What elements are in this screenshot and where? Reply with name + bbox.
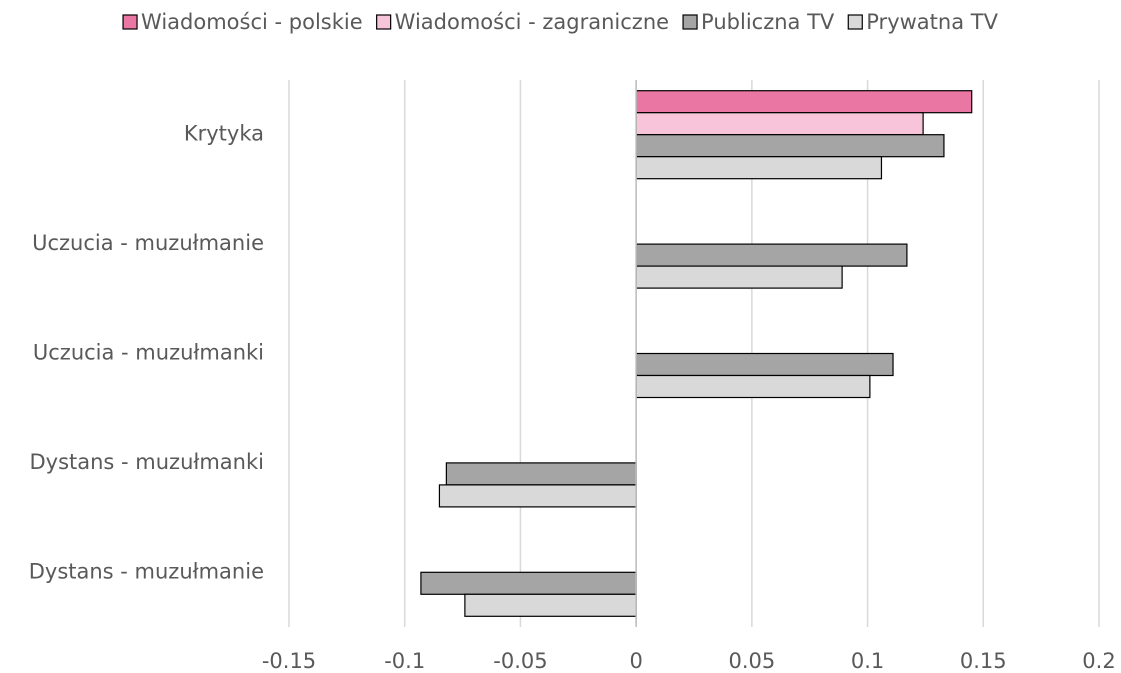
legend-label: Wiadomości - polskie [141,10,363,34]
bar [635,265,843,289]
y-tick-label: Krytyka [184,122,264,146]
x-tick-label: 0.2 [1082,649,1115,673]
legend-swatch [122,14,138,30]
bar [635,156,883,180]
x-tick-label: 0 [629,649,642,673]
y-tick-label: Uczucia - muzułmanki [33,341,264,365]
y-tick-label: Dystans - muzułmanki [29,450,264,474]
bar [635,374,871,399]
legend-label: Wiadomości - zagraniczne [395,10,669,34]
bar [438,484,637,508]
x-tick-label: 0.1 [851,649,884,673]
x-tick-label: -0.1 [384,649,425,673]
y-tick-label: Uczucia - muzułmanie [32,231,264,255]
bar [635,352,894,377]
x-tick-label: 0.05 [728,649,775,673]
legend-label: Publiczna TV [701,10,835,34]
bar [464,593,637,617]
bar [635,134,945,158]
legend-swatch [376,14,392,30]
x-tick-label: -0.05 [493,649,547,673]
y-tick-label: Dystans - muzułmanie [29,559,264,583]
legend-swatch [682,14,698,30]
bar [635,112,924,136]
legend-label: Prywatna TV [866,10,998,34]
x-tick-label: 0.15 [960,649,1007,673]
bar [635,90,973,114]
bar [635,243,908,267]
x-tick-label: -0.15 [262,649,316,673]
bar [420,571,637,595]
bar [445,462,637,486]
legend-swatch [847,14,863,30]
